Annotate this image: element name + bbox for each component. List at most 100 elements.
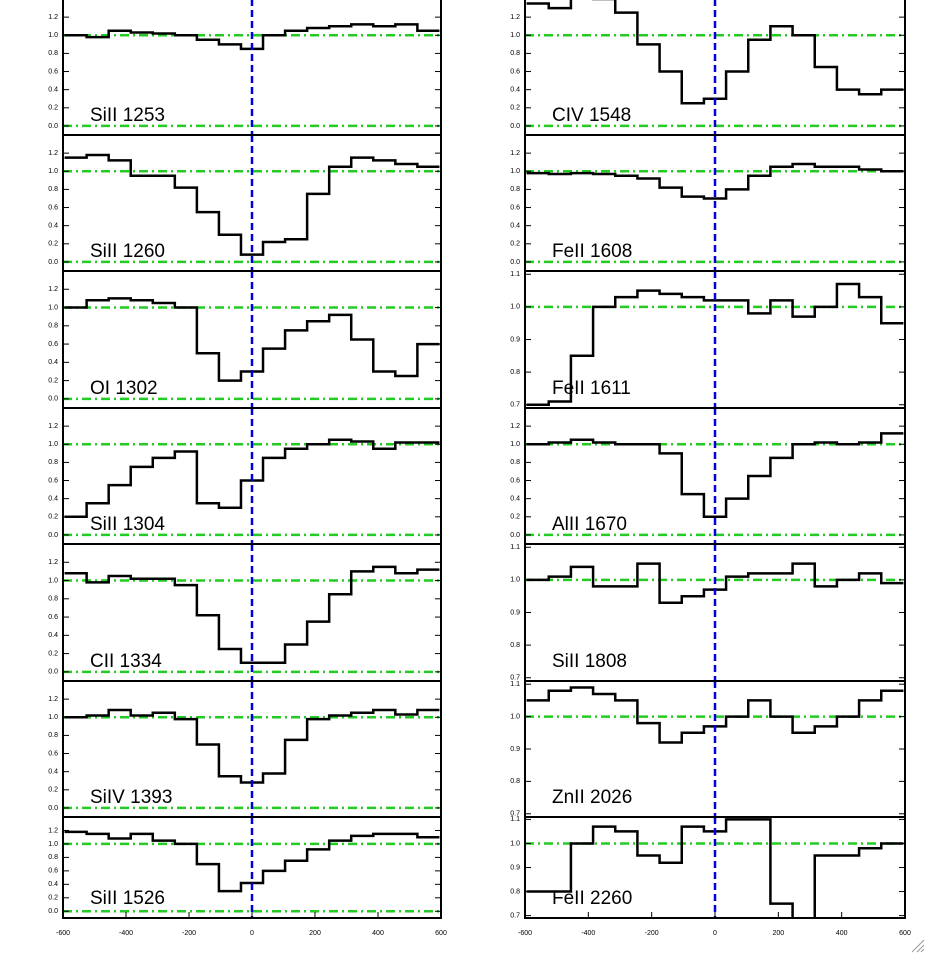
y-tick-label: 0.4 [48, 87, 58, 94]
y-tick-label: 0.6 [48, 614, 58, 621]
y-tick-label: 0.9 [510, 609, 520, 616]
y-tick-label: 1.0 [48, 841, 58, 848]
y-tick-label: 0.6 [48, 204, 58, 211]
line-label: SiII 1526 [90, 888, 165, 909]
y-tick-label: 0.7 [510, 402, 520, 409]
y-tick-label: 0.0 [48, 908, 58, 915]
y-tick-label: 0.8 [510, 186, 520, 193]
y-tick-label: 1.2 [48, 559, 58, 566]
flux-line [526, 162, 904, 200]
y-tick-label: 0.0 [48, 532, 58, 539]
x-tick-label: 600 [899, 930, 911, 937]
line-label: CII 1334 [90, 651, 162, 672]
y-tick-label: 0.2 [48, 895, 58, 902]
y-tick-label: 0.0 [510, 259, 520, 266]
y-tick-label: 1.1 [510, 681, 520, 688]
y-tick-label: 0.2 [48, 514, 58, 521]
panel [63, 408, 441, 544]
y-tick-label: 0.4 [48, 881, 58, 888]
y-tick-label: 0.6 [48, 477, 58, 484]
line-label: FeII 1608 [552, 241, 632, 262]
y-tick-label: 0.8 [48, 596, 58, 603]
y-tick-label: 0.4 [510, 223, 520, 230]
y-tick-label: 1.0 [510, 304, 520, 311]
y-tick-label: 0.0 [48, 123, 58, 130]
y-tick-label: 0.0 [48, 396, 58, 403]
y-tick-label: 0.2 [48, 377, 58, 384]
line-label: FeII 2260 [552, 888, 632, 909]
panel [525, 135, 905, 271]
y-tick-label: 1.0 [48, 168, 58, 175]
y-tick-label: 1.2 [48, 150, 58, 157]
y-tick-label: 0.8 [510, 642, 520, 649]
y-tick-label: 1.0 [48, 441, 58, 448]
x-tick-label: 200 [309, 930, 321, 937]
panel [525, 817, 905, 918]
panel [525, 408, 905, 544]
flux-line [526, 282, 904, 406]
y-tick-label: 0.8 [510, 459, 520, 466]
y-tick-label: 0.6 [48, 341, 58, 348]
y-tick-label: 0.4 [48, 632, 58, 639]
x-tick-label: -400 [581, 930, 595, 937]
x-tick-label: -200 [645, 930, 659, 937]
panel [525, 0, 905, 135]
y-tick-label: 0.6 [510, 477, 520, 484]
line-label: ZnII 2026 [552, 787, 632, 808]
flux-line [64, 565, 440, 664]
y-tick-label: 1.0 [48, 32, 58, 39]
y-tick-label: 0.8 [48, 50, 58, 57]
panel [63, 135, 441, 271]
x-tick-label: -400 [119, 930, 133, 937]
panel [63, 0, 441, 135]
x-tick-label: 400 [836, 930, 848, 937]
flux-line [64, 153, 440, 256]
y-tick-label: 0.9 [510, 336, 520, 343]
y-tick-label: 0.2 [510, 105, 520, 112]
x-tick-label: -600 [56, 930, 70, 937]
y-tick-label: 0.6 [48, 750, 58, 757]
panel [63, 681, 441, 817]
panel [63, 271, 441, 408]
y-tick-label: 0.6 [48, 68, 58, 75]
y-tick-label: 0.0 [48, 805, 58, 812]
line-label: AlII 1670 [552, 514, 627, 535]
y-tick-label: 0.8 [48, 459, 58, 466]
flux-line [64, 830, 440, 893]
y-tick-label: 0.4 [510, 87, 520, 94]
flux-line [526, 818, 904, 918]
line-label: SiII 1304 [90, 514, 165, 535]
resize-grip [911, 939, 925, 953]
y-tick-label: 1.2 [510, 150, 520, 157]
y-tick-label: 0.7 [510, 912, 520, 919]
line-label: SiII 1808 [552, 651, 627, 672]
y-tick-label: 1.0 [510, 577, 520, 584]
y-tick-label: 1.0 [510, 840, 520, 847]
y-tick-label: 1.0 [48, 714, 58, 721]
panel [63, 544, 441, 681]
y-tick-label: 1.0 [48, 577, 58, 584]
y-tick-label: 1.1 [510, 271, 520, 278]
flux-line [526, 432, 904, 519]
y-tick-label: 0.9 [510, 746, 520, 753]
line-label: OI 1302 [90, 378, 158, 399]
y-tick-label: 0.8 [510, 778, 520, 785]
y-tick-label: 0.9 [510, 864, 520, 871]
y-tick-label: 0.2 [48, 105, 58, 112]
panel [525, 271, 905, 408]
y-tick-label: 0.8 [48, 186, 58, 193]
line-label: SiII 1253 [90, 105, 165, 126]
line-label: SiIV 1393 [90, 787, 172, 808]
y-tick-label: 0.8 [48, 854, 58, 861]
y-tick-label: 1.2 [48, 696, 58, 703]
y-tick-label: 0.7 [510, 811, 520, 818]
y-tick-label: 0.8 [510, 50, 520, 57]
line-label: CIV 1548 [552, 105, 631, 126]
y-tick-label: 0.2 [510, 241, 520, 248]
y-tick-label: 1.0 [510, 32, 520, 39]
x-tick-label: 0 [250, 930, 254, 937]
y-tick-label: 1.2 [48, 423, 58, 430]
x-tick-label: -200 [182, 930, 196, 937]
y-tick-label: 0.4 [48, 223, 58, 230]
y-tick-label: 0.6 [48, 868, 58, 875]
